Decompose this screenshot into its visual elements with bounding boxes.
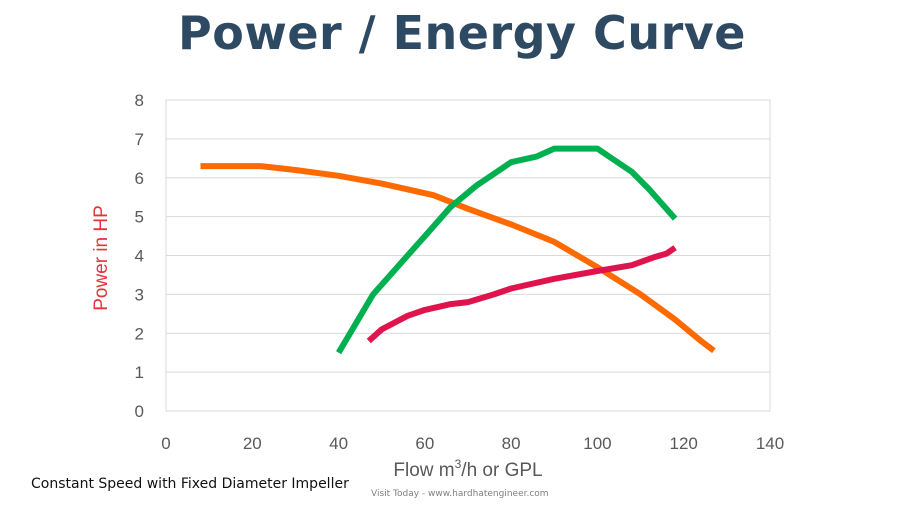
x-tick-label: 80: [502, 434, 521, 453]
x-tick-label: 40: [329, 434, 348, 453]
x-tick-label: 20: [243, 434, 262, 453]
y-tick-label: 5: [135, 208, 144, 227]
x-axis-label-superscript: 3: [455, 457, 462, 471]
x-tick-label: 0: [161, 434, 170, 453]
series-line-2: [336, 145, 678, 355]
watermark: Visit Today - www.hardhatengineer.com: [371, 489, 549, 499]
y-tick-label: 2: [135, 324, 144, 343]
chart-title: Power / Energy Curve: [178, 6, 746, 60]
x-axis-label-main: Flow m: [393, 460, 454, 481]
y-tick-label: 7: [135, 130, 144, 149]
y-tick-label: 1: [135, 363, 144, 382]
x-tick-label: 140: [756, 434, 784, 453]
x-tick-label: 120: [670, 434, 698, 453]
y-tick-labels: 0 1 2 3 4 5 6 7 8: [135, 91, 144, 421]
x-axis-label: Flow m3/h or GPL: [393, 457, 542, 481]
y-axis-label: Power in HP: [91, 205, 112, 311]
x-tick-label: 60: [415, 434, 434, 453]
series-line-1: [200, 163, 716, 354]
y-tick-label: 3: [135, 285, 144, 304]
y-tick-label: 8: [135, 91, 144, 110]
series-lines: [200, 145, 716, 355]
y-tick-label: 0: [135, 402, 144, 421]
y-tick-label: 4: [135, 247, 144, 266]
gridlines: [165, 99, 771, 412]
x-tick-labels: 0 20 40 60 80 100 120 140: [161, 434, 784, 453]
y-tick-label: 6: [135, 169, 144, 188]
x-axis-label-units: /h or GPL: [461, 460, 542, 481]
x-tick-label: 100: [583, 434, 611, 453]
footnote: Constant Speed with Fixed Diameter Impel…: [31, 476, 349, 492]
series-line-3: [366, 245, 677, 344]
